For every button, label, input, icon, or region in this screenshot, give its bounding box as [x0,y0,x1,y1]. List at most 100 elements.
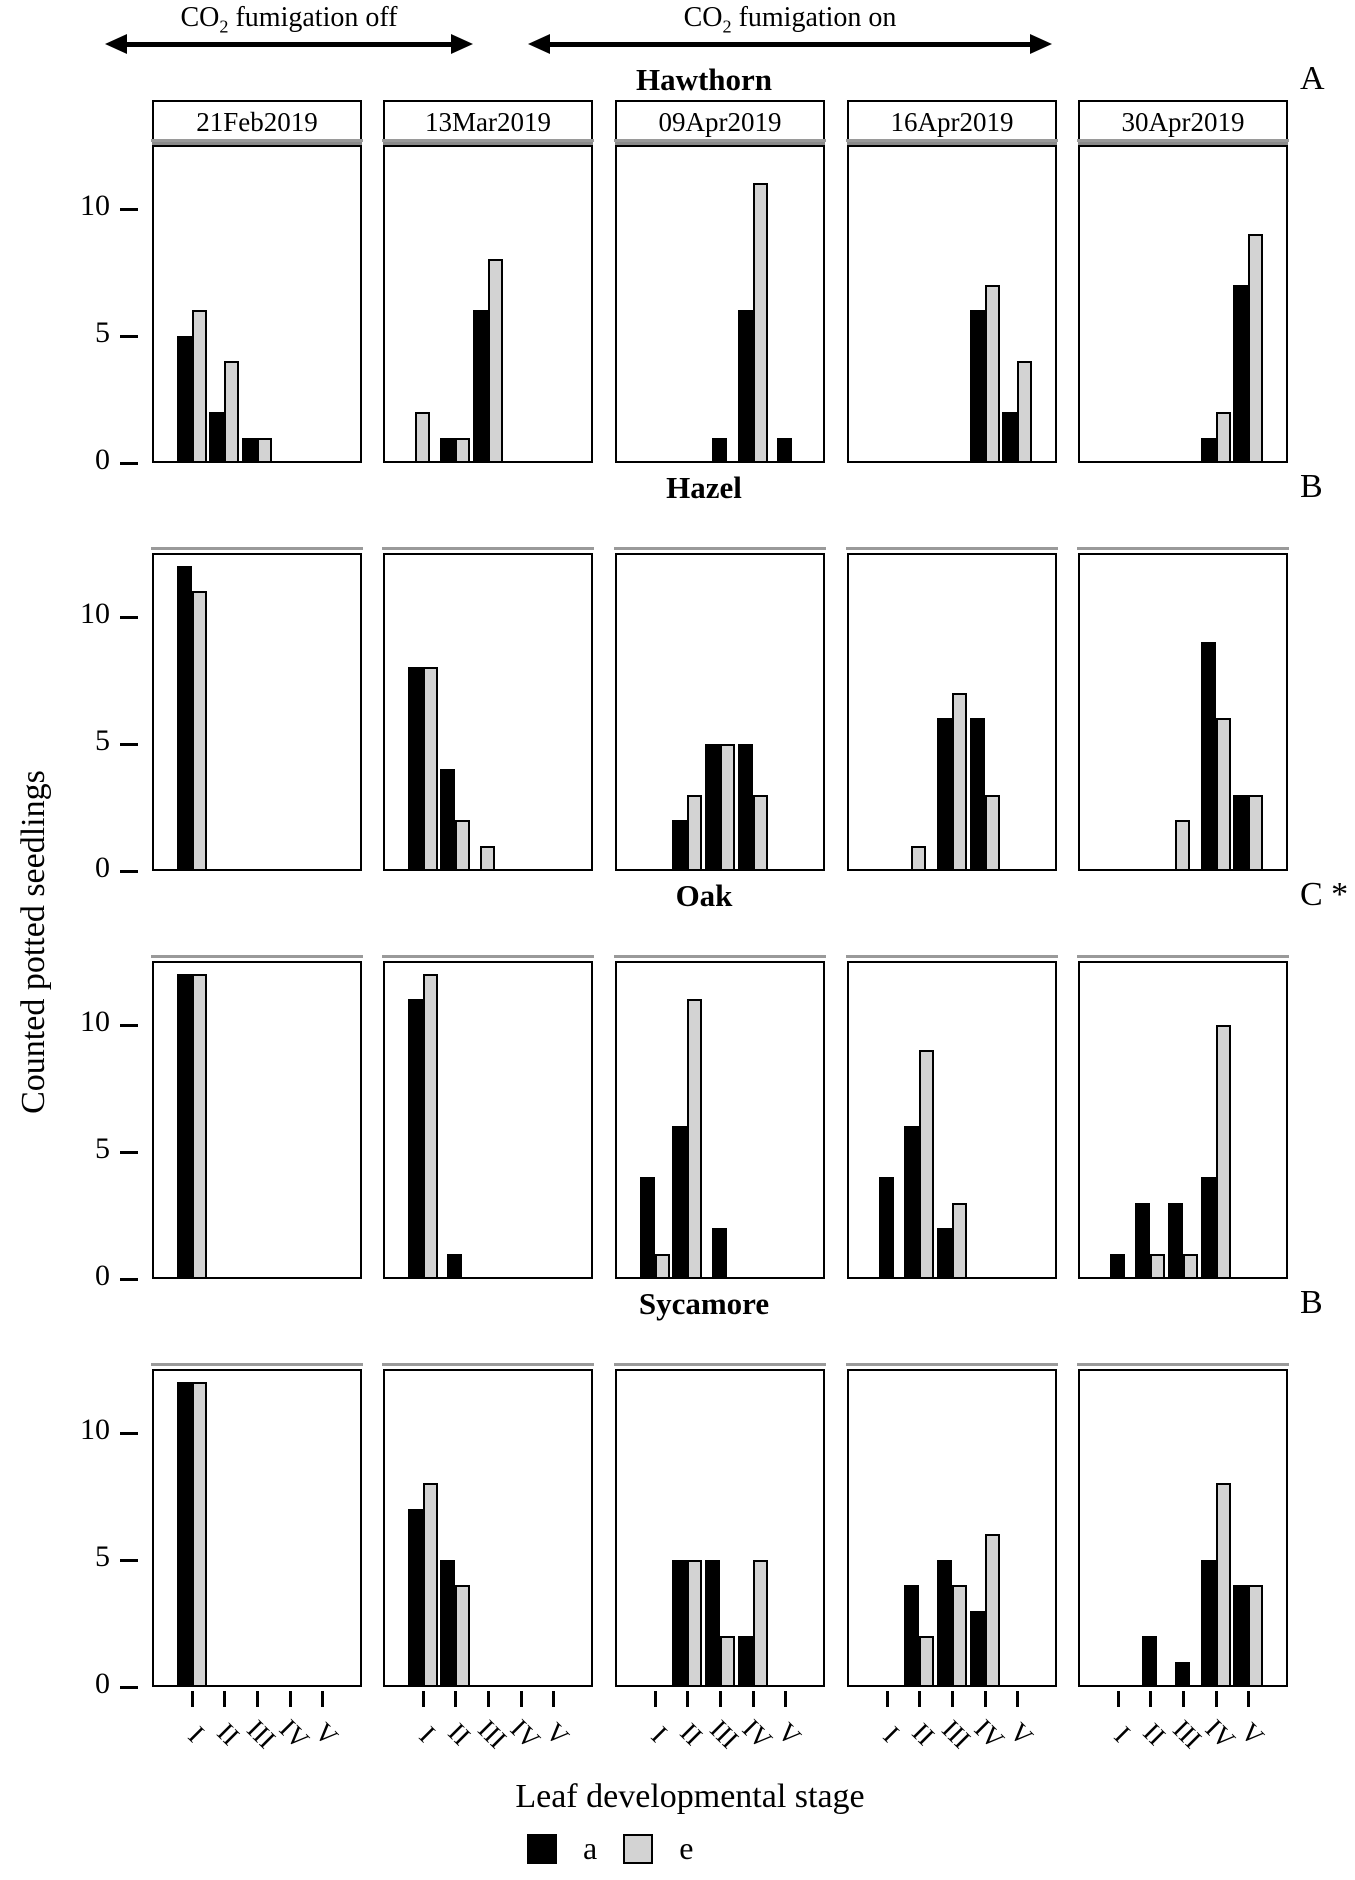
bar-a-stage-III [705,744,720,871]
legend-label-e: e [679,1830,694,1866]
bar-e-stage-II [687,1560,702,1687]
bar-a-stage-IV [738,310,753,463]
bar-e-stage-III [488,259,503,463]
bar-e-stage-III [720,1636,735,1687]
x-tick-mark [1016,1691,1019,1707]
bar-e-stage-V [1017,361,1032,463]
bar-e-stage-IV [985,285,1000,463]
x-tick-mark [1215,1691,1218,1707]
y-tick-mark [120,1558,138,1562]
bar-a-stage-I [177,974,192,1279]
chart-panel [1078,961,1288,1279]
bar-e-stage-IV [985,1534,1000,1687]
bar-a-stage-IV [738,744,753,871]
bar-a-stage-II [440,1560,455,1687]
x-tick-mark [918,1691,921,1707]
fumigation-off-label: CO2 fumigation off [180,2,398,37]
bar-a-stage-III [705,1560,720,1687]
date-header: 13Mar2019 [383,100,593,142]
x-tick-mark [1247,1691,1250,1707]
legend-label-a: a [583,1830,598,1866]
y-tick-mark [120,1431,138,1435]
date-header: 09Apr2019 [615,100,825,142]
bar-e-stage-IV [1216,1025,1231,1279]
bar-a-stage-IV [1201,642,1216,871]
x-tick-mark [1149,1691,1152,1707]
x-tick-mark [984,1691,987,1707]
bar-a-stage-V [1002,412,1017,463]
y-tick-mark [120,334,138,338]
bar-a-stage-III [1168,1203,1183,1279]
bar-e-stage-I [192,1382,207,1687]
legend: a e [527,1830,693,1867]
panel-letter: B [1300,468,1323,505]
x-tick-mark [752,1691,755,1707]
panel-letter: B [1300,1284,1323,1321]
bar-e-stage-III [1183,1254,1198,1279]
bar-a-stage-I [177,566,192,871]
x-tick-mark [191,1691,194,1707]
panel-shadow [614,955,826,958]
bar-e-stage-III [952,1203,967,1279]
bar-a-stage-IV [970,718,985,871]
x-tick-mark [289,1691,292,1707]
bar-e-stage-IV [985,795,1000,871]
panel-shadow [382,139,594,142]
panel-shadow [614,547,826,550]
x-tick-mark [1117,1691,1120,1707]
bar-e-stage-II [911,846,926,871]
bar-e-stage-II [224,361,239,463]
y-tick-label: 5 [95,315,110,349]
bar-e-stage-IV [753,795,768,871]
legend-swatch-e [623,1833,654,1864]
bar-a-stage-I [408,999,423,1279]
bar-a-stage-III [712,438,727,463]
bar-e-stage-IV [1216,718,1231,871]
bar-a-stage-III [1175,1662,1190,1687]
y-tick-label: 0 [95,1667,110,1700]
panel-shadow [846,955,1058,958]
y-tick-label: 0 [95,1259,110,1292]
bar-e-stage-I [415,412,430,463]
bar-e-stage-II [455,820,470,871]
y-tick-mark [120,1278,138,1281]
bar-a-stage-II [1135,1203,1150,1279]
y-tick-label: 10 [80,188,110,222]
bar-a-stage-II [672,1560,687,1687]
y-tick-mark [120,207,138,211]
bar-e-stage-II [687,795,702,871]
bar-a-stage-V [1233,285,1248,463]
bar-a-stage-V [777,438,792,463]
legend-swatch-a [527,1833,557,1864]
bar-a-stage-I [408,667,423,871]
bar-e-stage-II [919,1050,934,1279]
bar-a-stage-IV [970,310,985,463]
date-header: 21Feb2019 [152,100,362,142]
bar-e-stage-IV [1216,412,1231,463]
bar-e-stage-III [1175,820,1190,871]
x-tick-mark [487,1691,490,1707]
bar-a-stage-IV [1201,438,1216,463]
y-tick-mark [120,1150,138,1154]
panel-letter: A [1300,60,1325,97]
bar-e-stage-III [480,846,495,871]
species-title: Sycamore [638,1286,770,1321]
bar-e-stage-II [1150,1254,1165,1279]
bar-a-stage-II [904,1585,919,1687]
x-tick-mark [686,1691,689,1707]
chart-panel [1078,1369,1288,1687]
x-tick-mark [886,1691,889,1707]
bar-e-stage-I [655,1254,670,1279]
bar-e-stage-I [192,591,207,871]
panel-shadow [614,1363,826,1366]
bar-a-stage-II [440,769,455,871]
bar-a-stage-V [1233,1585,1248,1687]
bar-a-stage-IV [1201,1560,1216,1687]
bar-e-stage-IV [1216,1483,1231,1687]
fumigation-on-label: CO2 fumigation on [683,2,897,37]
panel-shadow [151,547,363,550]
x-tick-mark [654,1691,657,1707]
bar-e-stage-IV [753,1560,768,1687]
bar-a-stage-II [904,1126,919,1279]
